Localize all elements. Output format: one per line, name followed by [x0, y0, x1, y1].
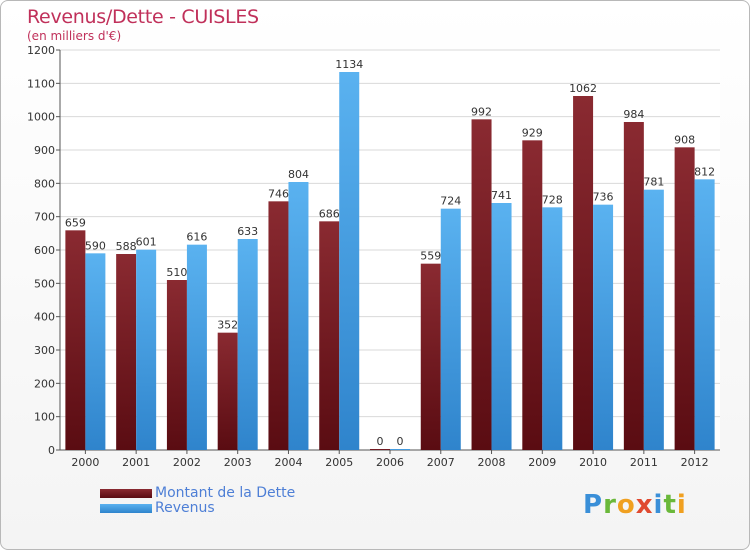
data-label-revenus-2010: 736 — [593, 191, 614, 204]
x-tick-label: 2002 — [173, 456, 201, 469]
bar-revenus-2012 — [694, 179, 715, 451]
y-tick-label: 600 — [34, 244, 55, 257]
data-label-revenus-2005: 1134 — [335, 58, 363, 71]
y-tick-label: 1000 — [27, 111, 55, 124]
data-label-debt-2000: 659 — [65, 216, 86, 229]
legend-swatch-revenus — [100, 504, 152, 513]
bar-revenus-2006 — [390, 449, 410, 450]
bar-debt-2000 — [65, 230, 86, 450]
data-label-debt-2004: 746 — [268, 187, 289, 200]
y-tick-label: 100 — [34, 411, 55, 424]
logo-letter: i — [653, 490, 664, 520]
data-label-revenus-2001: 601 — [136, 236, 157, 249]
bar-revenus-2005 — [339, 72, 360, 450]
data-label-revenus-2000: 590 — [85, 239, 106, 252]
y-tick-label: 500 — [34, 277, 55, 290]
data-label-debt-2009: 929 — [522, 126, 543, 139]
bar-debt-2005 — [319, 221, 340, 450]
y-tick-label: 700 — [34, 211, 55, 224]
bar-debt-2003 — [217, 332, 238, 450]
y-tick-label: 800 — [34, 177, 55, 190]
bar-debt-2004 — [268, 201, 289, 450]
x-tick-label: 2004 — [274, 456, 302, 469]
bar-debt-2009 — [522, 140, 543, 451]
data-label-debt-2012: 908 — [674, 133, 695, 146]
bar-debt-2002 — [166, 280, 187, 450]
data-label-debt-2007: 559 — [420, 250, 441, 263]
bar-revenus-2008 — [491, 203, 512, 450]
logo-letter: o — [616, 490, 636, 520]
logo-letter: t — [663, 490, 677, 520]
y-tick-label: 400 — [34, 311, 55, 324]
logo-letter: x — [635, 490, 654, 520]
x-tick-label: 2012 — [681, 456, 709, 469]
bar-revenus-2002 — [186, 244, 207, 450]
data-label-debt-2003: 352 — [217, 319, 238, 332]
bar-debt-2012 — [674, 147, 695, 451]
data-label-debt-2002: 510 — [166, 266, 187, 279]
data-label-revenus-2008: 741 — [491, 189, 512, 202]
data-label-revenus-2011: 781 — [643, 176, 664, 189]
bar-debt-2007 — [420, 263, 441, 450]
bar-revenus-2004 — [288, 182, 309, 450]
x-tick-label: 2011 — [630, 456, 658, 469]
x-tick-label: 2006 — [376, 456, 404, 469]
y-tick-label: 300 — [34, 344, 55, 357]
proxiti-logo: Proxiti — [583, 490, 687, 520]
y-tick-label: 1200 — [27, 44, 55, 57]
data-label-debt-2010: 1062 — [569, 82, 597, 95]
x-tick-label: 2000 — [71, 456, 99, 469]
x-tick-label: 2001 — [122, 456, 150, 469]
data-label-revenus-2003: 633 — [237, 225, 258, 238]
x-tick-label: 2008 — [478, 456, 506, 469]
chart-subtitle: (en milliers d'€) — [27, 29, 122, 43]
logo-letter: r — [603, 490, 617, 520]
legend-label-revenus: Revenus — [155, 500, 215, 516]
bar-debt-2010 — [573, 96, 594, 450]
bar-revenus-2011 — [643, 189, 664, 450]
bar-revenus-2001 — [136, 249, 157, 450]
bar-revenus-2000 — [85, 253, 106, 450]
data-label-revenus-2012: 812 — [694, 165, 715, 178]
bar-revenus-2007 — [440, 208, 461, 450]
x-tick-label: 2010 — [579, 456, 607, 469]
data-label-debt-2008: 992 — [471, 105, 492, 118]
x-tick-label: 2007 — [427, 456, 455, 469]
bar-debt-2006 — [370, 449, 390, 450]
legend-swatch-debt — [100, 489, 152, 498]
data-label-revenus-2006: 0 — [397, 435, 404, 448]
logo-letter: i — [676, 490, 687, 520]
x-tick-label: 2005 — [325, 456, 353, 469]
y-tick-label: 1100 — [27, 77, 55, 90]
bar-revenus-2009 — [542, 207, 563, 450]
y-tick-label: 0 — [48, 444, 55, 457]
bar-revenus-2010 — [593, 204, 614, 450]
x-tick-label: 2003 — [224, 456, 252, 469]
x-tick-label: 2009 — [528, 456, 556, 469]
data-label-debt-2001: 588 — [116, 240, 137, 253]
data-label-revenus-2009: 728 — [542, 193, 563, 206]
y-tick-label: 900 — [34, 144, 55, 157]
bar-revenus-2003 — [237, 239, 258, 450]
chart-title: Revenus/Dette - CUISLES — [27, 6, 259, 28]
data-label-revenus-2002: 616 — [186, 231, 207, 244]
bar-debt-2001 — [116, 254, 137, 450]
data-label-debt-2006: 0 — [377, 435, 384, 448]
logo-letter: P — [583, 490, 604, 520]
data-label-revenus-2007: 724 — [440, 195, 461, 208]
legend-label-debt: Montant de la Dette — [155, 485, 296, 501]
data-label-revenus-2004: 804 — [288, 168, 309, 181]
data-label-debt-2005: 686 — [319, 207, 340, 220]
y-tick-label: 200 — [34, 377, 55, 390]
data-label-debt-2011: 984 — [623, 108, 644, 121]
bar-debt-2008 — [471, 119, 492, 450]
bar-debt-2011 — [623, 122, 644, 450]
